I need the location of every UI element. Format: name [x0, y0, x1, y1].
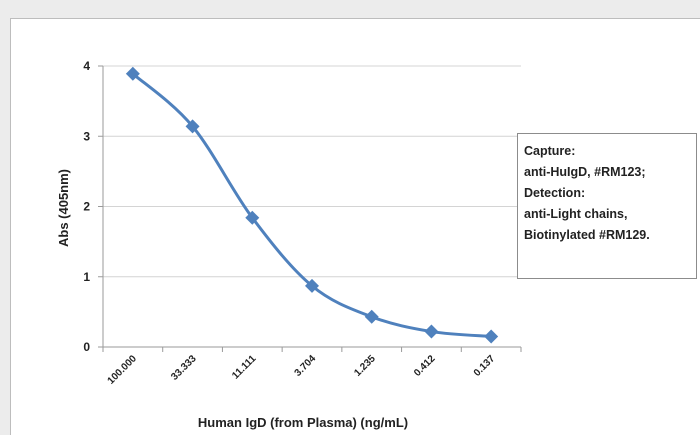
data-point-marker [424, 324, 439, 339]
x-tick-label: 33.333 [169, 353, 199, 383]
y-tick-labels: 0 1 2 3 4 [83, 59, 103, 354]
data-point-marker [125, 66, 140, 81]
x-axis-title: Human IgD (from Plasma) (ng/mL) [198, 415, 408, 430]
data-point-marker [484, 329, 499, 344]
annotation-line: Detection: [524, 186, 586, 200]
y-tick-label: 0 [83, 340, 90, 354]
annotation-line: Capture: [524, 144, 576, 158]
y-tick-label: 1 [83, 270, 90, 284]
data-point-marker [245, 210, 260, 225]
data-point-marker [364, 309, 379, 324]
annotation-line: anti-Light chains, [524, 207, 628, 221]
legend-annotation-box: Capture: anti-HuIgD, #RM123; Detection: … [517, 133, 697, 279]
y-axis-title: Abs (405nm) [56, 169, 71, 247]
data-point-marker [185, 119, 200, 134]
y-tick-label: 4 [83, 59, 90, 73]
series-line [131, 72, 492, 338]
series-group [125, 66, 499, 344]
x-tick-label: 0.412 [412, 353, 438, 379]
x-tick-label: 1.235 [352, 353, 378, 379]
x-tick-label: 11.111 [230, 353, 259, 382]
data-point-marker [305, 278, 319, 293]
y-tick-label: 3 [83, 129, 90, 143]
annotation-line: Biotinylated #RM129. [524, 228, 650, 242]
x-tick-label: 100.000 [106, 353, 140, 387]
y-tick-label: 2 [83, 200, 90, 214]
gridlines [103, 65, 521, 278]
annotation-line: anti-HuIgD, #RM123; [524, 165, 646, 179]
x-tick-label: 0.137 [472, 353, 498, 379]
x-tick-labels: 100.000 33.333 11.111 3.704 1.235 0.412 0.137 [102, 347, 522, 387]
x-tick-label: 3.704 [293, 353, 319, 379]
